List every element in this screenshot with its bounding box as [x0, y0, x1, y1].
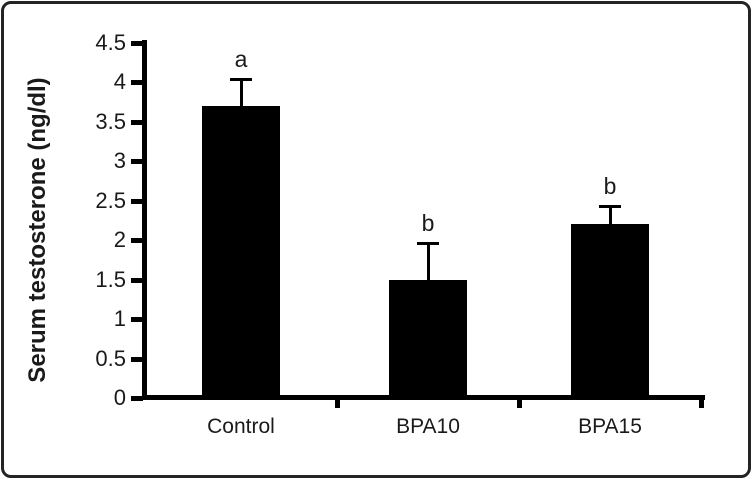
y-tick-label: 1.5: [95, 266, 126, 292]
error-bar-line: [426, 244, 430, 280]
error-bar-line: [608, 207, 612, 225]
significance-letter: b: [421, 210, 435, 237]
y-axis-tick: [131, 396, 143, 401]
error-bar-cap: [417, 242, 439, 246]
error-bar-cap: [599, 205, 621, 209]
y-tick-label: 3: [113, 148, 126, 174]
y-tick-label: 0.5: [95, 345, 126, 371]
x-category-label: BPA10: [396, 415, 460, 438]
y-axis-tick: [131, 356, 143, 362]
bar-bpa15: [571, 224, 649, 398]
y-axis-tick: [131, 238, 143, 244]
x-axis-tick: [699, 395, 704, 408]
y-axis-tick: [131, 80, 143, 86]
y-tick-label: 2.5: [95, 187, 126, 213]
y-axis-tick: [131, 198, 143, 204]
x-axis-tick: [517, 395, 522, 408]
y-tick-label: 4: [113, 69, 126, 95]
y-axis-tick: [131, 277, 143, 283]
y-axis-tick: [131, 119, 143, 125]
bar-bpa10: [389, 279, 467, 398]
bar-control: [202, 106, 280, 398]
y-tick-label: 0: [113, 385, 126, 410]
y-tick-label: 4.5: [95, 30, 126, 55]
error-bar-cap: [230, 78, 252, 82]
y-axis-line: [142, 40, 147, 400]
y-tick-label: 1: [113, 306, 126, 332]
y-axis-tick: [131, 159, 143, 165]
significance-letter: b: [603, 173, 617, 200]
y-tick-label: 3.5: [95, 108, 126, 134]
x-axis-tick: [335, 395, 340, 408]
y-axis-tick: [131, 41, 143, 46]
y-tick-label: 2: [113, 227, 126, 253]
significance-letter: a: [234, 46, 248, 73]
x-category-label: Control: [207, 415, 275, 438]
x-category-label: BPA15: [578, 415, 642, 438]
y-axis-tick: [131, 317, 143, 323]
error-bar-line: [239, 80, 243, 107]
